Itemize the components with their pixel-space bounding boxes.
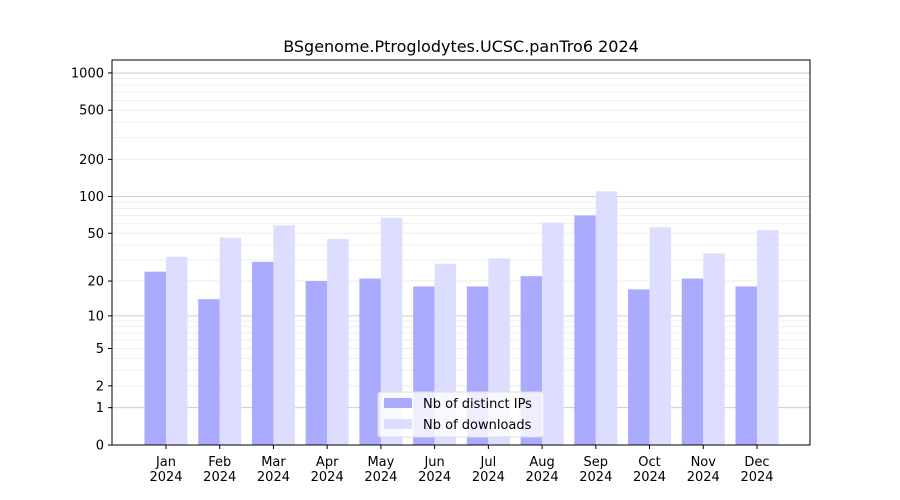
legend-swatch	[384, 398, 412, 408]
bar-downloads	[327, 238, 349, 445]
y-tick-label: 10	[87, 309, 104, 324]
bar-downloads	[703, 253, 725, 445]
x-tick-label: May	[367, 455, 394, 470]
bar-distinct-ips	[305, 281, 328, 445]
x-tick-label: Sep	[584, 455, 609, 470]
x-tick-label: Mar	[261, 455, 286, 470]
bar-distinct-ips	[198, 299, 220, 445]
x-tick-label: 2024	[740, 470, 773, 485]
bar-downloads	[166, 256, 188, 445]
bar-distinct-ips	[251, 261, 274, 445]
bars	[144, 191, 779, 445]
x-tick-label: 2024	[526, 470, 559, 485]
legend-box	[377, 391, 545, 438]
x-tick-label: Nov	[691, 455, 717, 470]
legend-label: Nb of distinct IPs	[423, 397, 532, 412]
y-tick-label: 0	[96, 439, 104, 454]
x-tick-label: Jan	[155, 455, 176, 470]
bar-downloads	[757, 230, 779, 445]
bar-distinct-ips	[359, 278, 381, 445]
bar-downloads	[380, 217, 403, 445]
bar-distinct-ips	[144, 271, 166, 445]
x-tick-label: Apr	[316, 455, 339, 470]
x-tick-label: 2024	[203, 470, 236, 485]
x-tick-label: 2024	[472, 470, 505, 485]
x-tick-label: 2024	[149, 470, 182, 485]
bar-downloads	[649, 227, 672, 445]
bar-distinct-ips	[574, 215, 596, 445]
y-tick-label: 1000	[71, 66, 104, 81]
legend-swatch	[384, 419, 412, 429]
y-tick-label: 200	[79, 153, 104, 168]
y-axis: 0 1 2 5 10 20 50 100 200 500 1000	[71, 66, 112, 454]
y-tick-label: 5	[96, 342, 104, 357]
x-tick-label: 2024	[418, 470, 451, 485]
x-tick-label: 2024	[579, 470, 612, 485]
chart-title: BSgenome.Ptroglodytes.UCSC.panTro6 2024	[283, 37, 639, 56]
bar-downloads	[542, 222, 564, 445]
x-tick-label: 2024	[311, 470, 344, 485]
x-tick-label: 2024	[257, 470, 290, 485]
bar-downloads	[595, 191, 618, 445]
x-axis: Jan2024Feb2024Mar2024Apr2024May2024Jun20…	[149, 445, 774, 485]
x-tick-label: 2024	[633, 470, 666, 485]
bar-downloads	[219, 237, 242, 445]
x-tick-label: 2024	[687, 470, 720, 485]
plot-frame	[111, 59, 811, 446]
x-tick-label: Jun	[423, 455, 444, 470]
x-tick-label: 2024	[364, 470, 397, 485]
y-tick-label: 1	[96, 401, 104, 416]
y-tick-label: 20	[87, 275, 104, 290]
x-tick-label: Feb	[208, 455, 231, 470]
y-tick-label: 50	[87, 227, 104, 242]
legend-label: Nb of downloads	[423, 418, 532, 433]
bar-distinct-ips	[628, 289, 650, 445]
bar-distinct-ips	[735, 286, 757, 445]
legend: Nb of distinct IPs Nb of downloads	[377, 391, 545, 438]
x-tick-label: Oct	[638, 455, 660, 470]
x-tick-label: Jul	[480, 455, 497, 470]
x-tick-label: Aug	[529, 455, 554, 470]
x-tick-label: Dec	[744, 455, 769, 470]
bar-distinct-ips	[681, 278, 704, 445]
y-tick-label: 2	[96, 379, 104, 394]
y-tick-label: 500	[79, 104, 104, 119]
bar-downloads	[273, 225, 295, 445]
y-tick-label: 100	[79, 190, 104, 205]
